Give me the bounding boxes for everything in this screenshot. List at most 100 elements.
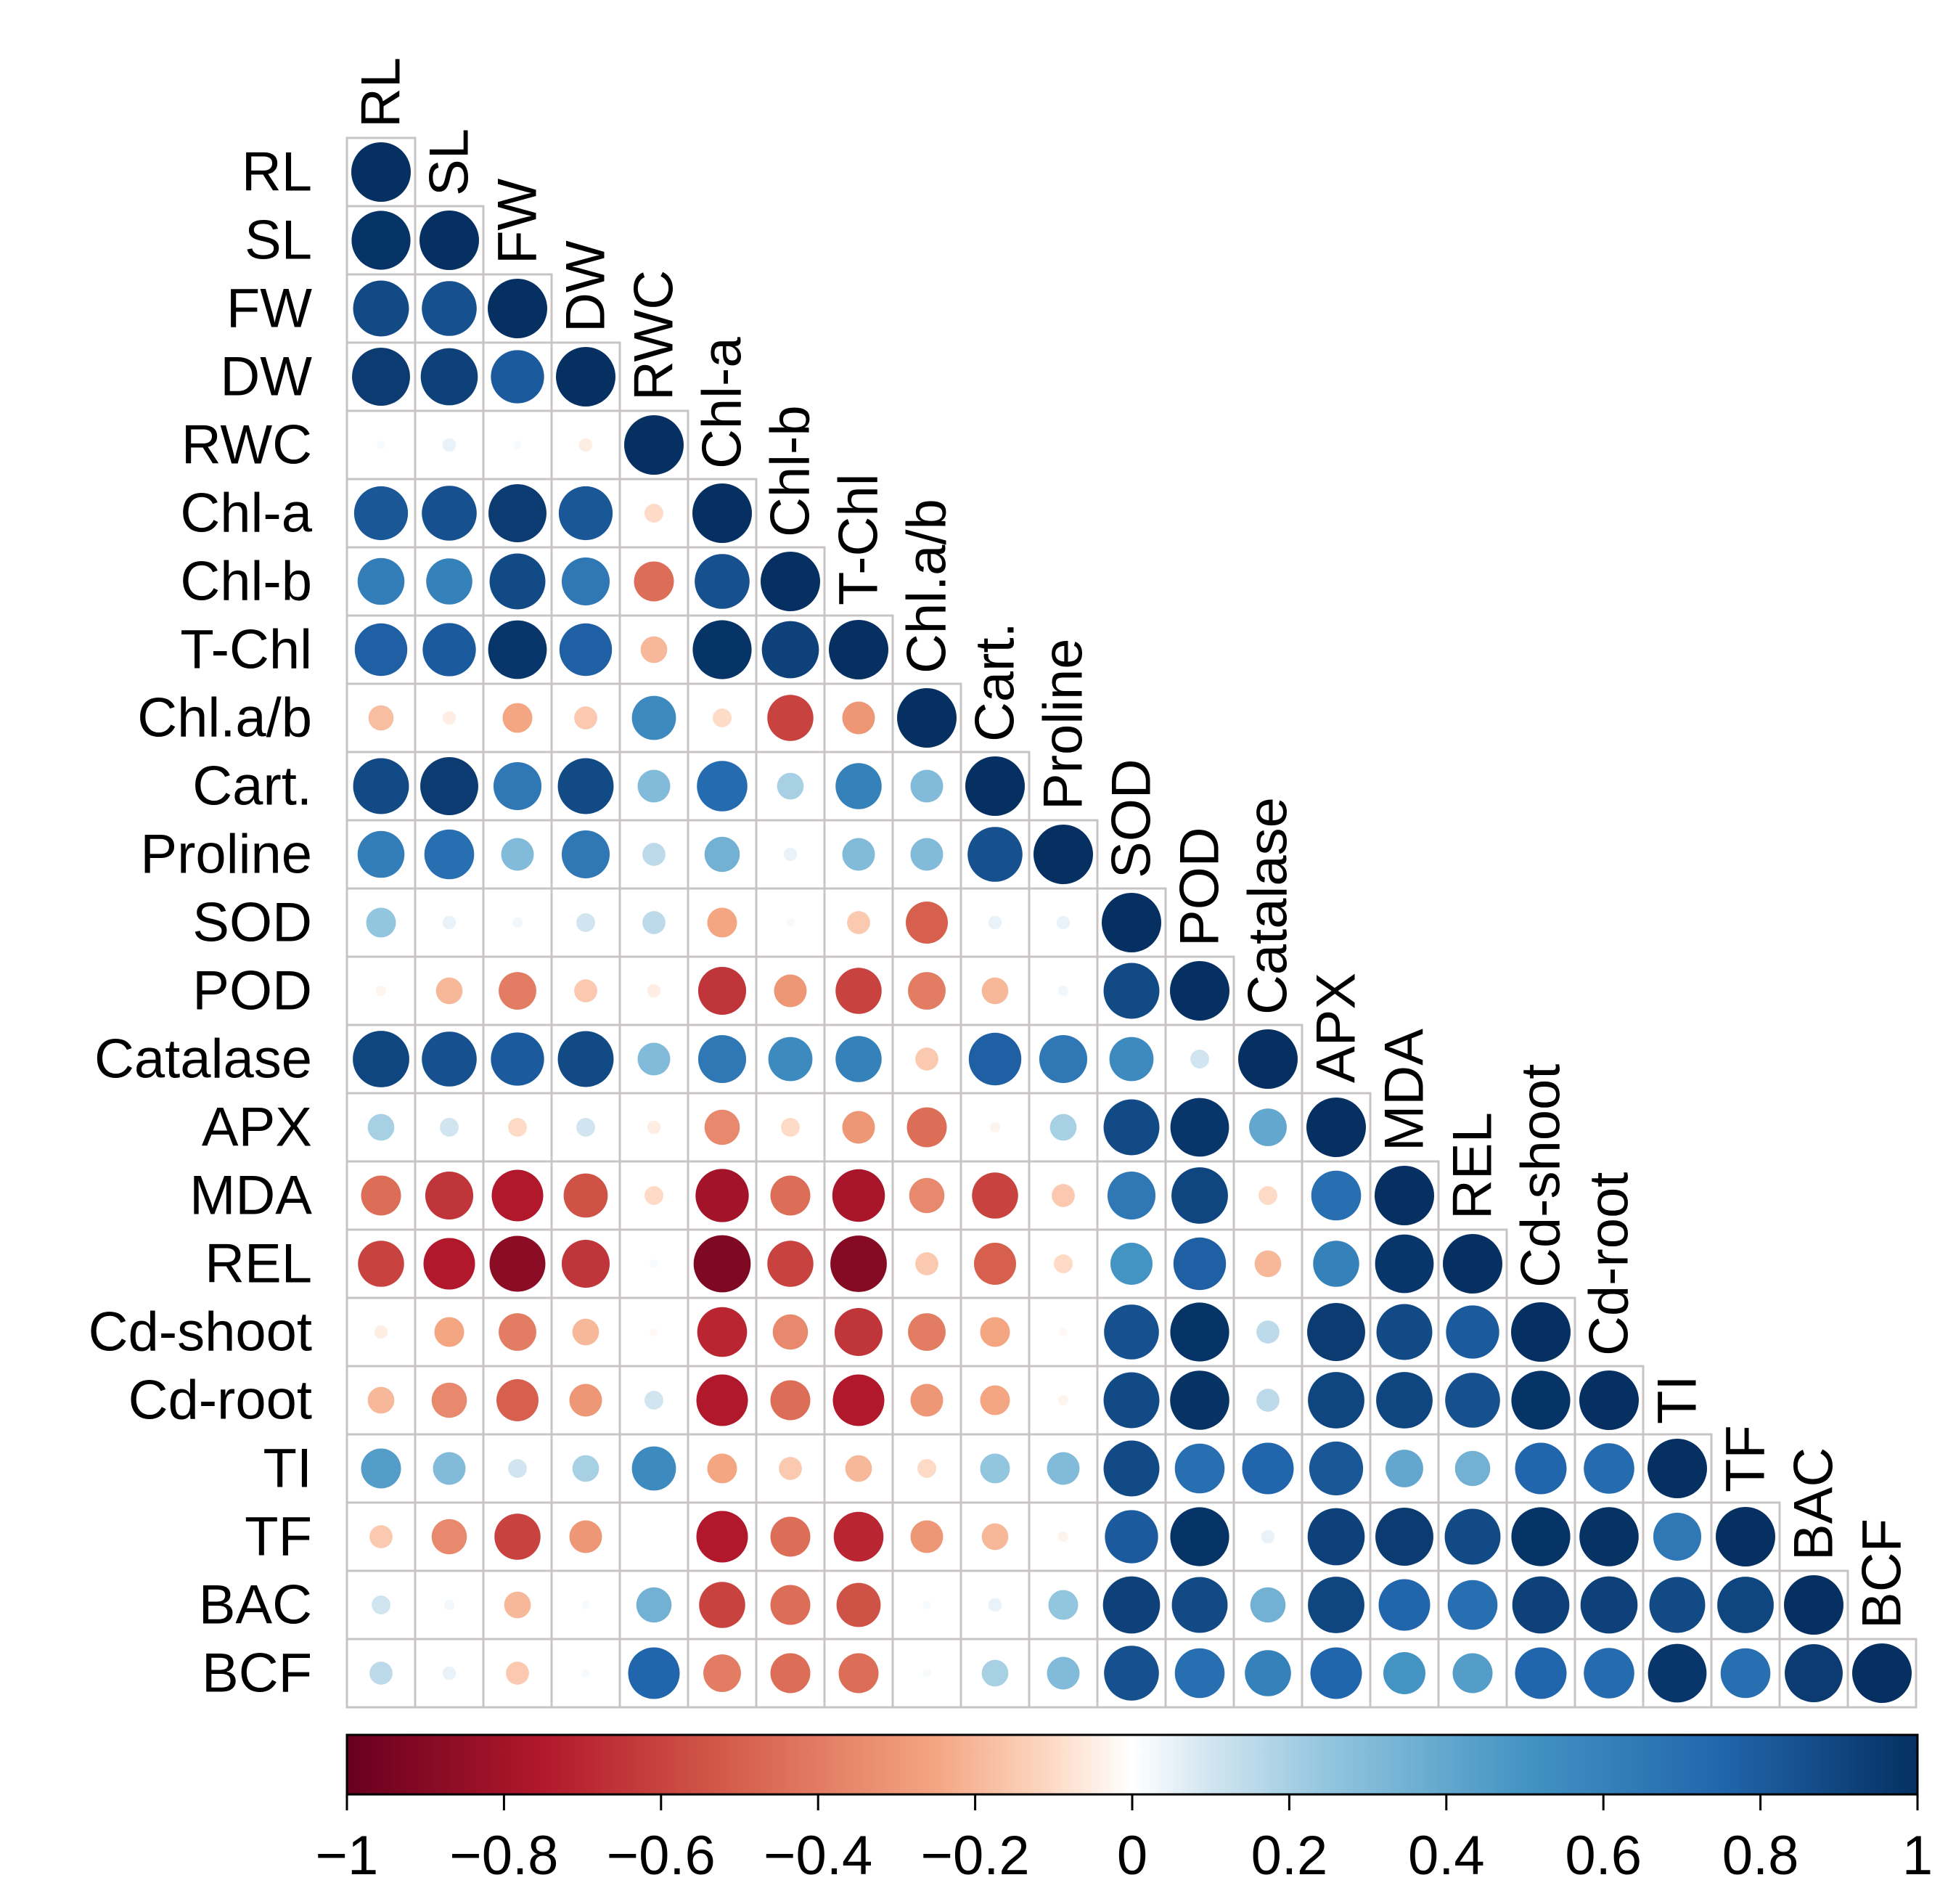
corr-circle bbox=[767, 1241, 814, 1287]
corr-circle bbox=[1308, 1577, 1364, 1633]
cell-tf-mda bbox=[1369, 1501, 1440, 1572]
corr-circle bbox=[980, 1453, 1010, 1484]
cell-proline-chl-a-b bbox=[891, 819, 962, 890]
cell-mda-cart bbox=[959, 1160, 1031, 1231]
cell-bcf-dw bbox=[550, 1638, 621, 1709]
corr-circle bbox=[1170, 961, 1229, 1021]
cell-cd-root-dw bbox=[550, 1365, 621, 1436]
cell-apx-t-chl bbox=[823, 1092, 894, 1163]
cell-sod-chl-a bbox=[687, 887, 758, 958]
cell-t-chl-t-chl bbox=[823, 614, 894, 685]
corr-circle bbox=[419, 211, 479, 270]
cell-ti-cd-root bbox=[1573, 1433, 1645, 1504]
col-label-t-chl: T-Chl bbox=[828, 473, 890, 605]
corr-circle bbox=[981, 977, 1009, 1005]
corr-circle bbox=[922, 1669, 931, 1678]
corr-circle bbox=[377, 441, 385, 449]
row-label-chl-a: Chl-a bbox=[180, 483, 312, 544]
corr-circle bbox=[1584, 1443, 1634, 1494]
cell-catalase-sl bbox=[414, 1023, 485, 1095]
corr-circle bbox=[1512, 1576, 1570, 1634]
cell-chl-a-dw bbox=[550, 478, 621, 549]
cell-box bbox=[550, 409, 621, 481]
cell-mda-chl-b bbox=[755, 1160, 826, 1231]
cell-chl-b-rl bbox=[345, 546, 417, 617]
cell-ti-catalase bbox=[1232, 1433, 1303, 1504]
corr-circle bbox=[361, 1175, 401, 1216]
cell-sod-rwc bbox=[618, 887, 689, 958]
corr-circle bbox=[425, 1171, 474, 1220]
corr-circle bbox=[1584, 1648, 1634, 1699]
colorbar-tick-label: 0.6 bbox=[1565, 1825, 1642, 1887]
cell-rwc-rwc bbox=[618, 409, 689, 481]
corr-circle bbox=[1443, 1234, 1502, 1294]
cell-cd-root-catalase bbox=[1232, 1365, 1303, 1436]
corr-circle bbox=[703, 1654, 741, 1692]
corr-circle bbox=[695, 1169, 749, 1222]
corr-circle bbox=[624, 415, 684, 475]
corr-circle bbox=[1039, 1034, 1088, 1084]
cell-rel-chl-a-b bbox=[891, 1228, 962, 1299]
cell-cd-root-cd-root bbox=[1573, 1365, 1645, 1436]
cell-bcf-chl-a-b bbox=[891, 1638, 962, 1709]
corr-circle bbox=[781, 1118, 800, 1137]
cell-pod-fw bbox=[482, 955, 553, 1026]
cell-cart-dw bbox=[550, 751, 621, 822]
cell-ti-chl-b bbox=[755, 1433, 826, 1504]
corr-circle bbox=[422, 281, 477, 336]
corr-circle bbox=[1306, 1098, 1366, 1157]
col-label-fw: FW bbox=[487, 179, 549, 264]
corr-circle bbox=[433, 1452, 466, 1485]
corr-circle bbox=[628, 1647, 680, 1699]
cell-apx-sod bbox=[1096, 1092, 1167, 1163]
cell-sod-cart bbox=[959, 887, 1031, 958]
corr-circle bbox=[489, 553, 546, 610]
corr-circle bbox=[499, 972, 536, 1010]
cell-cart-sl bbox=[414, 751, 485, 822]
corr-circle bbox=[1103, 1440, 1160, 1497]
col-label-chl-b: Chl-b bbox=[760, 405, 822, 537]
cell-pod-sod bbox=[1096, 955, 1167, 1026]
cell-chl-b-fw bbox=[482, 546, 553, 617]
cell-tf-cart bbox=[959, 1501, 1031, 1572]
corr-circle bbox=[915, 1252, 938, 1275]
corr-circle bbox=[1580, 1576, 1638, 1634]
corr-circle bbox=[1307, 1303, 1365, 1361]
corr-circle bbox=[1717, 1577, 1774, 1633]
row-label-sl: SL bbox=[245, 210, 312, 271]
cell-bac-sod bbox=[1096, 1569, 1167, 1641]
cell-bac-tf bbox=[1710, 1569, 1781, 1641]
cell-cart-t-chl bbox=[823, 751, 894, 822]
cell-t-chl-fw bbox=[482, 614, 553, 685]
corr-circle bbox=[1375, 1508, 1433, 1566]
cell-bac-cd-root bbox=[1573, 1569, 1645, 1641]
cell-bcf-bac bbox=[1778, 1638, 1849, 1709]
cell-cd-root-sod bbox=[1096, 1365, 1167, 1436]
cell-chl-b-sl bbox=[414, 546, 485, 617]
cell-rel-fw bbox=[482, 1228, 553, 1299]
cell-sod-chl-a-b bbox=[891, 887, 962, 958]
corr-circle bbox=[968, 1032, 1022, 1086]
corr-circle bbox=[354, 623, 408, 677]
corr-circle bbox=[692, 483, 752, 543]
corr-circle bbox=[369, 1662, 393, 1685]
corr-circle bbox=[1375, 1234, 1434, 1294]
cell-proline-sl bbox=[414, 819, 485, 890]
cell-rl-rl bbox=[345, 136, 417, 208]
corr-circle bbox=[650, 1259, 658, 1268]
corr-circle bbox=[442, 1666, 457, 1680]
cell-chl-b-chl-b bbox=[755, 546, 826, 617]
cell-rel-rl bbox=[345, 1228, 417, 1299]
cell-pod-pod bbox=[1164, 955, 1235, 1026]
corr-circle bbox=[981, 1523, 1009, 1550]
corr-circle bbox=[1649, 1577, 1706, 1633]
corr-circle bbox=[1386, 1450, 1423, 1487]
corr-circle bbox=[488, 484, 547, 542]
corr-circle bbox=[842, 1111, 875, 1144]
cell-bcf-cd-root bbox=[1573, 1638, 1645, 1709]
cell-mda-proline bbox=[1028, 1160, 1099, 1231]
cell-bcf-sod bbox=[1096, 1638, 1167, 1709]
cell-ti-chl-a-b bbox=[891, 1433, 962, 1504]
corr-circle bbox=[358, 1241, 404, 1287]
